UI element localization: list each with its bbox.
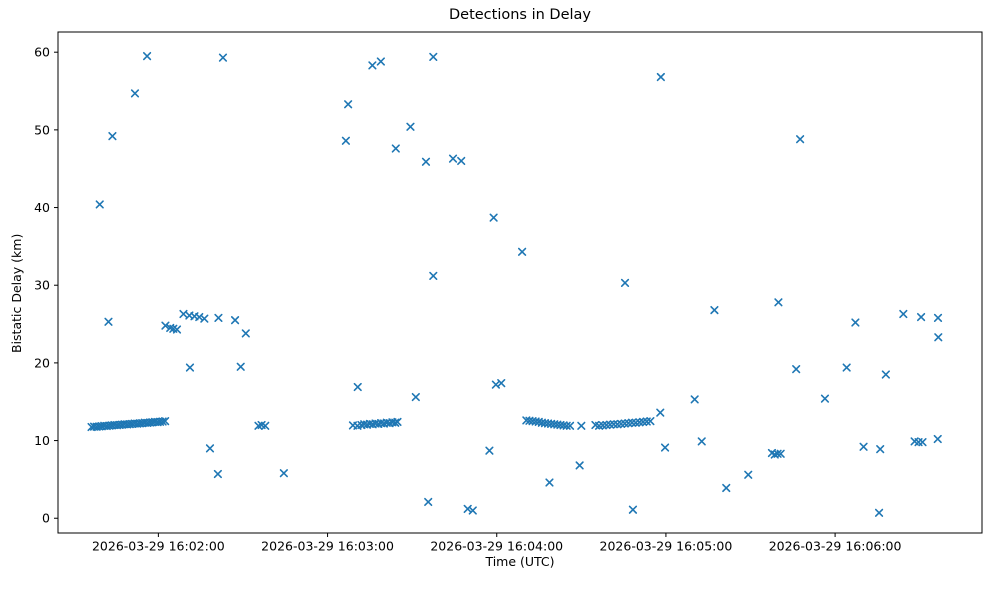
data-point [158,417,167,426]
data-point [697,437,706,446]
x-tick-label: 2026-03-29 16:04:00 [430,539,563,554]
data-point [776,449,785,458]
data-point [628,505,638,514]
data-point [353,382,362,392]
data-point [918,438,927,447]
y-tick-label: 10 [34,433,50,448]
x-tick-label: 2026-03-29 16:06:00 [769,539,902,554]
data-point [646,417,655,426]
data-point [710,305,719,315]
data-point [656,72,665,82]
data-point [230,316,240,325]
data-point [577,421,586,430]
y-tick-label: 40 [34,200,50,215]
data-point [690,395,699,404]
data-point [820,394,830,403]
data-point [851,318,860,327]
data-point [874,508,884,517]
data-point [130,89,140,98]
x-tick-label: 2026-03-29 16:02:00 [92,539,225,554]
data-point [899,309,908,319]
data-point [104,317,113,326]
data-point [391,418,400,427]
data-point [620,278,630,287]
data-point [497,378,506,388]
data-point [185,363,195,372]
data-point [933,313,943,322]
data-point [448,154,458,163]
data-point [429,271,438,280]
data-point [108,131,117,141]
data-point [393,417,402,427]
data-point [341,136,350,145]
data-point [489,213,498,222]
data-point [214,313,223,322]
data-point [391,144,400,153]
data-point [205,444,215,453]
data-point [575,461,584,470]
x-tick-label: 2026-03-29 16:03:00 [261,539,394,554]
data-point [344,100,353,109]
chart-title: Detections in Delay [448,7,591,23]
data-point [881,370,890,379]
data-point [143,51,152,61]
data-point [744,470,753,479]
data-point [934,333,943,342]
data-point [218,53,228,62]
data-point [421,157,431,166]
data-point [424,497,433,507]
data-point [429,52,438,61]
data-point [241,329,250,338]
y-tick-label: 60 [34,45,50,60]
data-point [796,135,805,144]
data-point [933,434,942,444]
data-point [518,247,527,256]
data-point [656,408,665,417]
data-point [774,298,783,307]
data-point [172,325,182,334]
data-point [468,506,477,515]
data-point [916,312,926,322]
data-point [406,122,415,131]
data-point [565,421,575,430]
y-tick-label: 30 [34,278,50,293]
y-tick-label: 20 [34,355,50,370]
data-point [485,446,494,455]
data-point [876,445,885,454]
data-point [161,417,170,426]
data-point [457,156,466,166]
data-point [200,314,209,323]
x-axis-label: Time (UTC) [485,554,555,569]
data-point [161,321,170,330]
x-tick-label: 2026-03-29 16:05:00 [600,539,733,554]
data-point [545,478,554,487]
y-tick-label: 0 [42,511,50,526]
data-point [368,61,377,70]
y-tick-label: 50 [34,122,50,137]
data-point [279,469,288,478]
y-axis-label: Bistatic Delay (km) [9,233,24,353]
data-point [236,362,245,371]
data-point [376,57,385,66]
data-point [95,200,104,209]
data-point [261,421,270,430]
data-point [773,449,782,458]
axes-box [57,31,983,534]
data-point [792,365,801,374]
data-point [859,442,868,451]
data-point [842,363,851,372]
data-point [411,392,420,402]
data-point [722,483,731,493]
data-point [660,443,670,452]
data-point [213,469,222,479]
